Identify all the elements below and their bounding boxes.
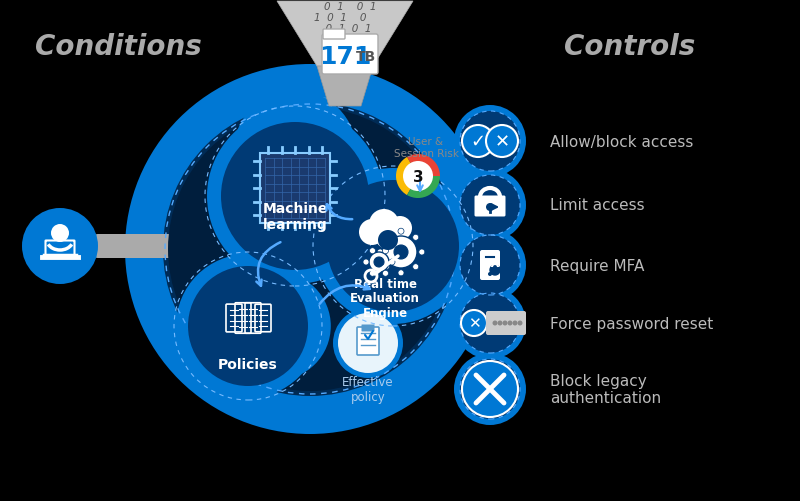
Text: Real time
Evaluation
Engine: Real time Evaluation Engine (350, 277, 420, 320)
Circle shape (327, 181, 459, 313)
Circle shape (383, 235, 390, 241)
Circle shape (388, 216, 412, 240)
Circle shape (403, 162, 433, 191)
Circle shape (378, 249, 383, 256)
Circle shape (369, 253, 389, 273)
Circle shape (454, 288, 526, 359)
Circle shape (486, 203, 494, 211)
Circle shape (163, 103, 457, 396)
Text: Controls: Controls (564, 33, 696, 61)
Circle shape (125, 65, 495, 434)
Circle shape (454, 106, 526, 178)
Circle shape (507, 321, 513, 326)
Text: ✕: ✕ (494, 133, 510, 151)
Circle shape (51, 224, 69, 242)
Circle shape (461, 311, 487, 336)
Circle shape (363, 260, 369, 266)
Circle shape (221, 123, 369, 271)
Circle shape (359, 219, 385, 245)
Circle shape (460, 235, 520, 296)
Circle shape (382, 271, 389, 277)
Circle shape (460, 359, 520, 419)
Text: 3: 3 (413, 169, 423, 184)
Circle shape (394, 245, 408, 260)
Circle shape (413, 235, 418, 241)
Circle shape (338, 313, 398, 373)
Text: Allow/block access: Allow/block access (550, 134, 694, 149)
Text: ✓: ✓ (470, 133, 486, 151)
Circle shape (486, 126, 518, 158)
Circle shape (460, 112, 520, 172)
Circle shape (513, 321, 518, 326)
FancyBboxPatch shape (322, 35, 378, 75)
Circle shape (168, 108, 452, 391)
Text: 0  1    0  1: 0 1 0 1 (324, 2, 376, 12)
Circle shape (234, 91, 357, 214)
Circle shape (378, 230, 398, 250)
FancyBboxPatch shape (93, 234, 173, 259)
Circle shape (369, 209, 399, 239)
Polygon shape (317, 67, 373, 107)
Text: Block legacy
authentication: Block legacy authentication (550, 373, 661, 405)
FancyBboxPatch shape (480, 250, 500, 281)
Circle shape (454, 170, 526, 241)
Wedge shape (396, 158, 418, 196)
Text: Conditions: Conditions (34, 33, 202, 61)
Text: Machine
learning: Machine learning (262, 201, 328, 231)
Circle shape (370, 248, 375, 254)
Polygon shape (277, 2, 413, 67)
Circle shape (374, 258, 384, 268)
Circle shape (460, 176, 520, 235)
Text: Policies: Policies (218, 357, 278, 371)
Circle shape (383, 264, 390, 270)
Circle shape (333, 309, 403, 378)
Circle shape (389, 260, 395, 266)
Circle shape (419, 249, 425, 256)
Circle shape (385, 236, 417, 269)
Text: Effective
policy: Effective policy (342, 375, 394, 403)
Circle shape (413, 264, 418, 270)
Text: 171: 171 (319, 45, 371, 69)
Text: 1  0  1    0: 1 0 1 0 (314, 13, 366, 23)
Circle shape (490, 266, 500, 276)
Circle shape (502, 321, 507, 326)
Circle shape (315, 169, 471, 324)
Circle shape (462, 361, 518, 417)
Text: 0  1  0  1: 0 1 0 1 (318, 24, 371, 34)
Circle shape (454, 229, 526, 302)
FancyBboxPatch shape (362, 325, 374, 332)
Circle shape (176, 255, 320, 398)
Circle shape (207, 109, 383, 285)
Circle shape (454, 353, 526, 425)
Circle shape (462, 126, 494, 158)
FancyBboxPatch shape (260, 154, 330, 223)
Text: ✕: ✕ (468, 316, 480, 331)
FancyBboxPatch shape (323, 30, 345, 40)
Text: Limit access: Limit access (550, 198, 645, 213)
Text: Force password reset: Force password reset (550, 316, 714, 331)
Circle shape (22, 208, 98, 285)
FancyBboxPatch shape (486, 312, 526, 335)
Polygon shape (305, 98, 361, 107)
Circle shape (398, 229, 404, 235)
Wedge shape (407, 155, 440, 177)
Circle shape (460, 294, 520, 353)
FancyBboxPatch shape (357, 327, 379, 355)
Circle shape (188, 267, 308, 386)
FancyBboxPatch shape (474, 196, 506, 217)
Circle shape (382, 248, 389, 254)
Circle shape (398, 270, 404, 276)
Circle shape (488, 273, 492, 277)
Circle shape (222, 273, 331, 380)
Text: User &
Session Risk: User & Session Risk (394, 137, 458, 158)
Text: TB: TB (356, 50, 376, 64)
Text: Require MFA: Require MFA (550, 258, 644, 273)
Circle shape (370, 271, 375, 277)
Circle shape (493, 321, 498, 326)
Circle shape (518, 321, 522, 326)
Circle shape (375, 223, 401, 249)
Wedge shape (407, 177, 440, 198)
Circle shape (498, 321, 502, 326)
